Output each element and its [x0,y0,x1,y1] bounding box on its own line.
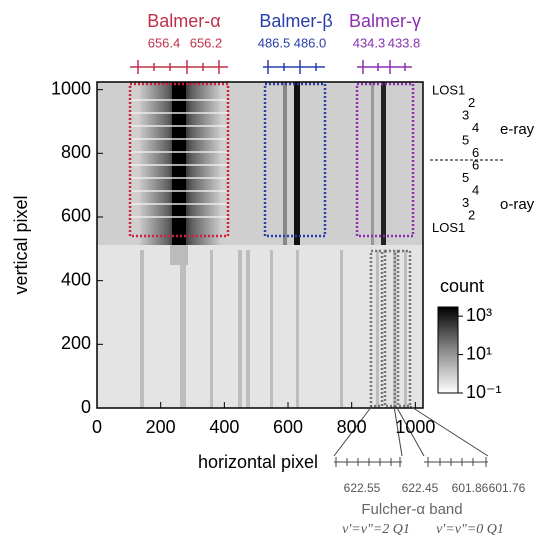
line-name: Balmer-α [147,11,220,31]
y-axis-label: vertical pixel [11,195,31,294]
plot-frame [96,81,424,409]
fulcher-band: v'=v"=2 Q1 [342,522,410,537]
x-tick-label: 0 [92,417,102,437]
los-label: 6 [472,157,479,172]
los-label: 4 [472,182,479,197]
los-label: 5 [462,170,469,185]
ray-label: o-ray [500,196,535,213]
fulcher-title: Fulcher-α band [361,501,462,518]
fulcher-connectors [333,405,489,467]
colorbar-tick-label: 10¹ [466,343,492,363]
los-label: 6 [472,145,479,160]
fulcher-wavelength: 601.86 [452,481,489,495]
colorbar-tick-label: 10³ [466,305,492,325]
x-tick-label: 800 [337,417,367,437]
line-wavelength: 433.8 [388,35,421,50]
line-wavelength: 656.2 [190,35,223,50]
los-label: 2 [468,207,475,222]
line-name: Balmer-β [259,11,332,31]
region-boxes [128,82,415,408]
line-name: Balmer-γ [349,11,421,31]
los-label: LOS1 [432,220,465,235]
x-tick-label: 1000 [395,417,435,437]
y-tick-label: 400 [61,269,91,289]
colorbar-tick-label: 10⁻¹ [466,382,502,402]
line-wavelength: 434.3 [353,35,386,50]
x-tick-label: 600 [273,417,303,437]
y-tick-label: 800 [61,142,91,162]
fulcher-wavelength: 622.45 [402,481,439,495]
y-tick-label: 1000 [51,78,91,98]
ray-label: e-ray [500,121,535,138]
y-tick-label: 200 [61,333,91,353]
y-tick-label: 600 [61,206,91,226]
x-tick-label: 200 [146,417,176,437]
line-wavelength: 656.4 [148,35,181,50]
los-label: LOS1 [432,82,465,97]
detector-image [97,82,423,408]
los-label: 3 [462,195,469,210]
los-label: 2 [468,95,475,110]
wavelength-rulers [130,60,412,74]
line-wavelength: 486.0 [294,35,327,50]
fulcher-wavelength: 622.55 [344,481,381,495]
colorbar [437,306,459,394]
y-tick-label: 0 [81,397,91,417]
fulcher-wavelength: 601.76 [489,481,526,495]
los-label: 4 [472,120,479,135]
x-tick-label: 400 [209,417,239,437]
x-axis-label: horizontal pixel [198,452,318,472]
fulcher-band: v'=v"=0 Q1 [436,522,504,537]
line-wavelength: 486.5 [258,35,291,50]
los-label: 5 [462,132,469,147]
los-label: 3 [462,107,469,122]
colorbar-label: count [440,276,484,296]
